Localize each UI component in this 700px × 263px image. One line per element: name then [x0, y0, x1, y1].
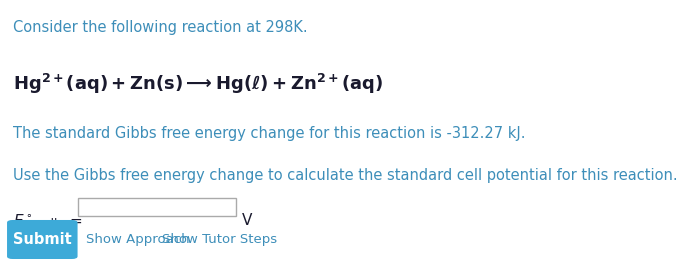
Text: $\mathbf{Hg^{2+}(aq) + Zn(s) \longrightarrow Hg(\ell) + Zn^{2+}(aq)}$: $\mathbf{Hg^{2+}(aq) + Zn(s) \longrighta… — [13, 72, 383, 96]
Text: Consider the following reaction at 298K.: Consider the following reaction at 298K. — [13, 20, 307, 35]
Text: Show Tutor Steps: Show Tutor Steps — [162, 233, 277, 246]
Text: $E^\circ$: $E^\circ$ — [13, 214, 32, 230]
Text: =: = — [69, 214, 82, 229]
Text: Submit: Submit — [13, 232, 71, 247]
Text: V: V — [242, 214, 253, 229]
Text: Use the Gibbs free energy change to calculate the standard cell potential for th: Use the Gibbs free energy change to calc… — [13, 168, 678, 183]
FancyBboxPatch shape — [78, 198, 236, 216]
Text: Show Approach: Show Approach — [86, 233, 190, 246]
FancyBboxPatch shape — [7, 220, 78, 259]
Text: cell: cell — [38, 218, 58, 231]
Text: The standard Gibbs free energy change for this reaction is -312.27 kJ.: The standard Gibbs free energy change fo… — [13, 126, 525, 141]
